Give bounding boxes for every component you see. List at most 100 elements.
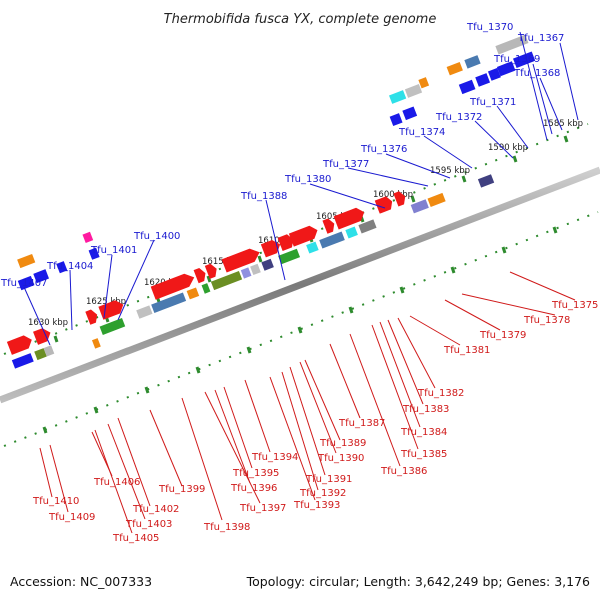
strand-minus-row [17, 51, 536, 291]
gene-label: Tfu_1406 [93, 477, 140, 488]
gene-label: Tfu_1391 [305, 474, 352, 485]
gene-block [82, 231, 94, 244]
gene-label: Tfu_1386 [380, 466, 427, 477]
gene-label: Tfu_1395 [232, 468, 279, 479]
gene-block [250, 263, 261, 276]
gene-arrow [389, 113, 403, 127]
gene-arrow [88, 247, 100, 260]
gene-block [495, 34, 529, 55]
gene-features [6, 34, 536, 369]
gene-block [464, 55, 481, 69]
gene-arrow [17, 275, 35, 291]
gene-label: Tfu_1409 [48, 512, 95, 523]
accession-text: Accession: NC_007333 [10, 574, 152, 589]
gene-arrow [513, 51, 536, 68]
gene-arrow [85, 309, 98, 325]
gene-arrow [56, 261, 68, 274]
gene-block [477, 174, 495, 188]
top-row [17, 34, 529, 269]
gene-label: Tfu_1379 [479, 330, 526, 341]
gene-arrow [288, 225, 318, 247]
gene-label: Tfu_1381 [443, 345, 490, 356]
gene-arrow [33, 269, 50, 284]
bottom-connectors [39, 271, 576, 534]
gene-block [43, 345, 55, 357]
gene-label: Tfu_1400 [133, 231, 180, 242]
gene-arrow [333, 207, 365, 230]
gene-label: Tfu_1390 [317, 453, 364, 464]
gene-arrow [277, 234, 294, 251]
gene-label: Tfu_1374 [398, 127, 445, 138]
gene-block [319, 231, 345, 249]
scale-label: 1630 kbp [28, 318, 68, 328]
gene-label: Tfu_1371 [469, 97, 516, 108]
scale-labels: 1585 kbp 1590 kbp 1595 kbp 1600 kbp 1605… [28, 119, 583, 328]
gene-label: Tfu_1388 [240, 191, 287, 202]
gene-block [17, 253, 36, 269]
gene-label: Tfu_1370 [466, 22, 513, 33]
gene-block [446, 61, 463, 76]
gene-label: Tfu_1387 [338, 418, 385, 429]
lower-scale-ruler [3, 211, 599, 447]
gene-arrow [193, 267, 206, 284]
gene-label: Tfu_1398 [203, 522, 250, 533]
gene-label: Tfu_1389 [319, 438, 366, 449]
gene-label: Tfu_1392 [299, 488, 346, 499]
scale-label: 1615 kbp [202, 257, 242, 267]
gene-arrow [260, 240, 281, 258]
gene-label: Tfu_1380 [284, 174, 331, 185]
gene-label: Tfu_1378 [523, 315, 570, 326]
gene-label: Tfu_1403 [125, 519, 172, 530]
gene-block [358, 219, 377, 234]
gene-label: Tfu_1394 [251, 452, 298, 463]
gene-arrow [221, 248, 260, 273]
scale-label: 1610 kbp [258, 236, 298, 246]
gene-block [91, 338, 101, 349]
gene-block [427, 192, 446, 207]
gene-label: Tfu_1368 [513, 68, 560, 79]
gene-label: Tfu_1404 [46, 261, 93, 272]
gene-block [151, 292, 187, 314]
gene-arrow [150, 273, 195, 300]
gene-label: Tfu_1399 [158, 484, 205, 495]
gene-label: Tfu_1376 [360, 144, 407, 155]
gene-block [389, 90, 407, 104]
genome-summary-text: Topology: circular; Length: 3,642,249 bp… [246, 574, 590, 589]
scale-label: 1585 kbp [543, 119, 583, 129]
gene-label: Tfu_1410 [32, 496, 79, 507]
gene-block [186, 287, 200, 300]
gene-block [345, 226, 358, 239]
top-connectors [23, 31, 579, 346]
genome-backbone [0, 166, 600, 404]
gene-label: Tfu_1405 [112, 533, 159, 544]
gene-block [99, 317, 126, 335]
gene-label: Tfu_1401 [90, 245, 137, 256]
gene-label: Tfu_1396 [230, 483, 277, 494]
gene-block [278, 248, 301, 265]
gene-block [201, 283, 211, 294]
scale-label: 1590 kbp [488, 143, 528, 153]
strand-plus-row [6, 191, 406, 355]
gene-block [261, 258, 274, 271]
gene-label: Tfu_1385 [400, 449, 447, 460]
gene-arrow [393, 191, 406, 207]
gene-label: Tfu_1372 [435, 112, 482, 123]
gene-label: Tfu_1375 [551, 300, 598, 311]
scale-label: 1595 kbp [430, 166, 470, 176]
gene-block [404, 84, 423, 98]
gene-block [418, 77, 430, 89]
gene-arrow [374, 196, 393, 214]
gene-arrow [6, 335, 32, 355]
gene-label: Tfu_1369 [493, 54, 540, 65]
gene-label: Tfu_1407 [0, 278, 47, 289]
gene-arrow [458, 79, 476, 95]
bottom-gene-labels: Tfu_1375 Tfu_1378 Tfu_1379 Tfu_1381 Tfu_… [32, 300, 598, 544]
gene-block [240, 267, 252, 279]
lower-scale-ticks [42, 226, 558, 434]
gene-label: Tfu_1402 [132, 504, 179, 515]
gene-arrow [496, 61, 516, 77]
gene-arrow [402, 106, 418, 121]
gene-arrow [475, 73, 491, 87]
gene-block [306, 241, 319, 254]
lower-row [11, 174, 495, 369]
